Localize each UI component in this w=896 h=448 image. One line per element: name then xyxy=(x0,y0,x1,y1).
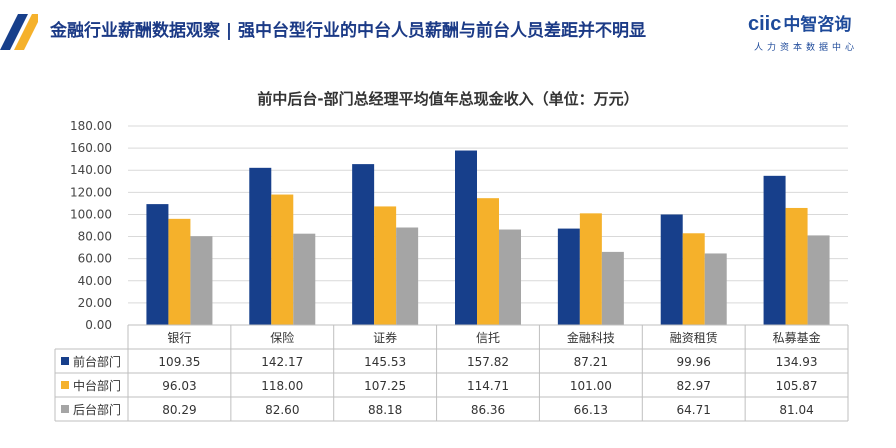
bar xyxy=(146,204,169,325)
logo-subtitle: 人力资本数据中心 xyxy=(754,43,859,53)
y-tick-label: 160.00 xyxy=(70,141,112,155)
logo-main-text: ciic xyxy=(748,13,782,35)
y-tick-label: 120.00 xyxy=(70,185,112,199)
y-tick-label: 0.00 xyxy=(85,318,112,332)
bar xyxy=(249,167,272,325)
x-category-label: 银行 xyxy=(167,331,191,345)
y-tick-label: 180.00 xyxy=(70,119,112,133)
table-value: 82.60 xyxy=(265,403,299,417)
chart-title: 前中后台-部门总经理平均值年总现金收入（单位：万元） xyxy=(257,90,639,108)
bar xyxy=(477,198,499,325)
table-value: 118.00 xyxy=(261,379,303,393)
table-value: 114.71 xyxy=(467,379,509,393)
ciic-logo: ciic 中智咨询 人力资本数据中心 xyxy=(748,10,888,56)
bar xyxy=(499,229,521,325)
bar xyxy=(682,233,705,325)
bar xyxy=(557,228,580,325)
legend-label: 前台部门 xyxy=(73,354,121,369)
legend-label: 中台部门 xyxy=(73,378,121,393)
bar xyxy=(271,194,294,325)
table-value: 96.03 xyxy=(162,379,196,393)
table-value: 107.25 xyxy=(364,379,406,393)
table-value: 86.36 xyxy=(471,403,505,417)
bar xyxy=(168,218,191,325)
bar xyxy=(601,251,624,325)
table-value: 81.04 xyxy=(779,403,813,417)
table-value: 66.13 xyxy=(574,403,608,417)
legend-swatch xyxy=(61,405,69,413)
bar xyxy=(190,236,213,325)
bar xyxy=(763,175,786,325)
x-category-label: 融资租赁 xyxy=(670,331,718,345)
table-value: 109.35 xyxy=(158,355,200,369)
table-value: 105.87 xyxy=(776,379,818,393)
y-tick-label: 140.00 xyxy=(70,163,112,177)
bar xyxy=(293,233,316,325)
y-tick-label: 80.00 xyxy=(78,230,112,244)
page-title: 金融行业薪酬数据观察 | 强中台型行业的中台人员薪酬与前台人员差距并不明显 xyxy=(50,21,647,41)
table-value: 88.18 xyxy=(368,403,402,417)
table-value: 87.21 xyxy=(574,355,608,369)
y-tick-label: 40.00 xyxy=(78,274,112,288)
bar xyxy=(579,213,602,325)
y-tick-label: 60.00 xyxy=(78,252,112,266)
x-category-label: 私募基金 xyxy=(773,330,821,345)
table-value: 145.53 xyxy=(364,355,406,369)
legend-swatch xyxy=(61,357,69,365)
table-value: 64.71 xyxy=(677,403,711,417)
bar xyxy=(785,207,808,325)
x-category-label: 证券 xyxy=(373,330,397,345)
table-value: 134.93 xyxy=(776,355,818,369)
header-accent-icon xyxy=(0,14,38,50)
page-header: 金融行业薪酬数据观察 | 强中台型行业的中台人员薪酬与前台人员差距并不明显 ci… xyxy=(0,0,896,64)
legend-swatch xyxy=(61,381,69,389)
table-value: 82.97 xyxy=(677,379,711,393)
legend-label: 后台部门 xyxy=(73,402,121,417)
bar xyxy=(352,164,375,325)
logo-mark: ciic 中智咨询 xyxy=(748,10,851,36)
bar xyxy=(704,253,727,325)
table-value: 99.96 xyxy=(677,355,711,369)
x-category-label: 保险 xyxy=(270,330,294,345)
table-value: 80.29 xyxy=(162,403,196,417)
y-tick-label: 20.00 xyxy=(78,296,112,310)
bar xyxy=(807,235,830,325)
y-tick-label: 100.00 xyxy=(70,207,112,221)
bar xyxy=(455,150,477,325)
bar xyxy=(396,227,419,325)
bar xyxy=(374,206,397,325)
bar xyxy=(660,214,683,325)
table-value: 101.00 xyxy=(570,379,612,393)
table-value: 142.17 xyxy=(261,355,303,369)
x-category-label: 信托 xyxy=(476,331,500,345)
x-category-label: 金融科技 xyxy=(567,330,615,345)
logo-cn-text: 中智咨询 xyxy=(783,15,852,34)
table-value: 157.82 xyxy=(467,355,509,369)
